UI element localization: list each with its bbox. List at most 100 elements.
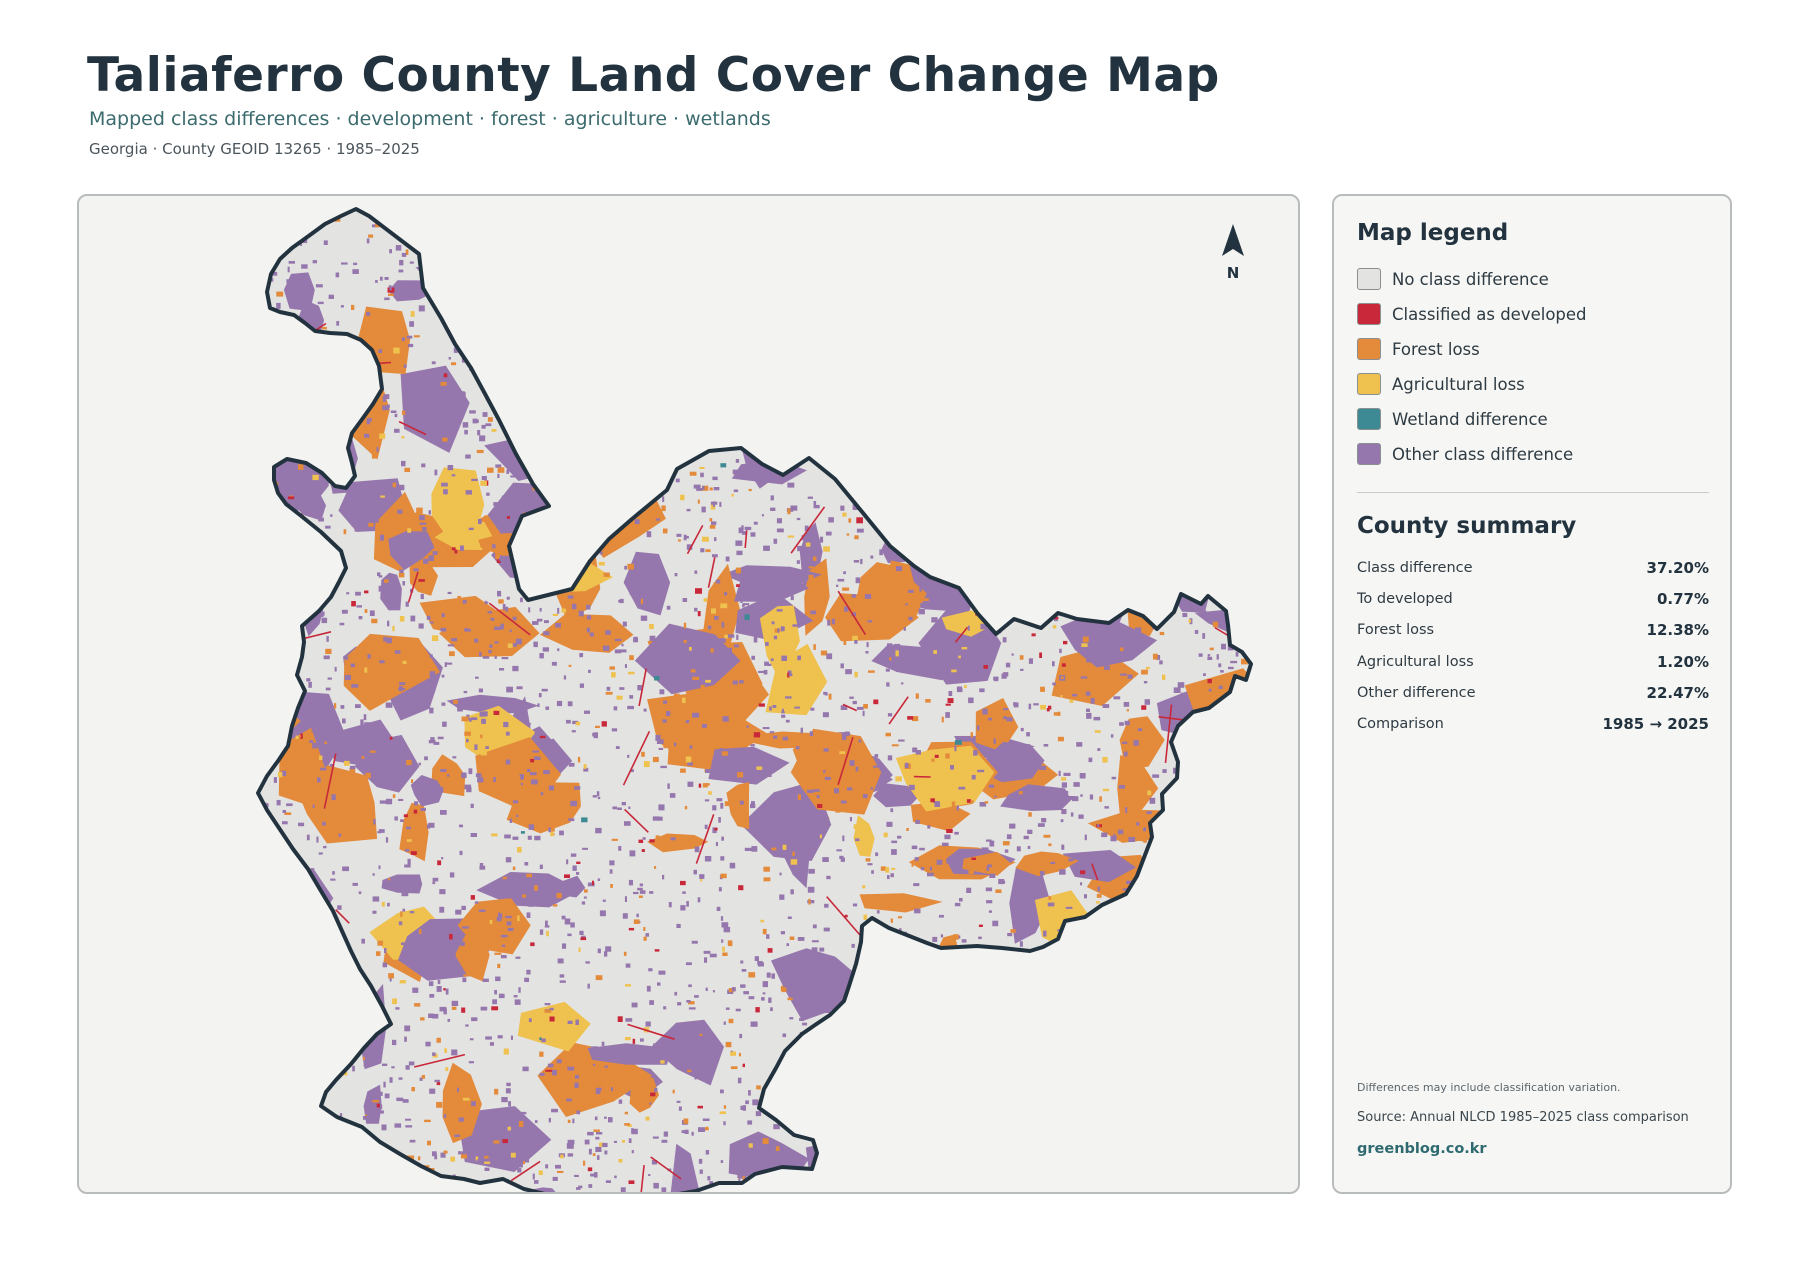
change-pixel (571, 603, 577, 610)
change-pixel (1143, 517, 1147, 521)
change-pixel (1181, 1008, 1187, 1011)
change-pixel (785, 719, 790, 723)
change-pixel (284, 1134, 290, 1137)
change-pixel (972, 359, 978, 364)
summary-label: To developed (1357, 590, 1453, 607)
brand-link[interactable]: greenblog.co.kr (1357, 1141, 1487, 1157)
change-pixel (654, 675, 660, 681)
change-pixel (978, 551, 982, 554)
change-pixel (538, 292, 542, 297)
change-pixel (638, 412, 642, 417)
change-pixel (978, 924, 983, 927)
summary-row: Comparison 1985 → 2025 (1357, 708, 1709, 739)
change-pixel (1077, 961, 1085, 966)
change-pixel (913, 1112, 920, 1116)
change-pixel (286, 1105, 290, 1110)
change-pixel (1002, 445, 1008, 449)
change-pixel (699, 874, 705, 879)
change-pixel (882, 1045, 886, 1049)
change-pixel (511, 778, 518, 783)
change-pixel (812, 231, 819, 237)
change-pixel (1187, 458, 1194, 462)
change-pixel (740, 960, 744, 964)
change-pixel (611, 322, 614, 326)
change-pixel (1120, 673, 1127, 676)
change-pixel (1164, 1128, 1167, 1131)
change-pixel (511, 239, 515, 242)
change-pixel (688, 984, 692, 988)
change-pixel (418, 579, 425, 582)
change-pixel (1123, 702, 1130, 707)
change-pixel (303, 1119, 307, 1122)
change-pixel (292, 1144, 299, 1149)
change-pixel (993, 738, 996, 744)
change-pixel (268, 516, 276, 519)
change-pixel (1134, 398, 1141, 404)
change-pixel (556, 1170, 564, 1173)
change-pixel (469, 1038, 474, 1041)
change-pixel (713, 582, 718, 585)
developed-streak (744, 530, 748, 548)
change-pixel (608, 368, 613, 371)
change-pixel (1153, 264, 1157, 270)
change-pixel (310, 868, 315, 871)
change-pixel (399, 682, 406, 685)
change-pixel (1129, 429, 1137, 433)
change-pixel (281, 946, 288, 951)
change-pixel (834, 788, 839, 794)
change-pixel (694, 416, 699, 422)
change-pixel (550, 399, 554, 402)
change-pixel (1238, 346, 1245, 352)
change-pixel (1153, 256, 1159, 259)
change-pixel (1212, 923, 1220, 930)
change-pixel (1157, 1093, 1163, 1097)
change-pixel (262, 379, 266, 385)
change-pixel (704, 355, 709, 362)
change-pixel (854, 234, 861, 238)
change-pixel (495, 464, 502, 468)
change-pixel (1128, 357, 1134, 363)
change-pixel (912, 345, 916, 351)
map-panel[interactable] (77, 194, 1300, 1194)
change-pixel (693, 421, 700, 425)
change-pixel (625, 393, 629, 399)
change-pixel (545, 706, 550, 710)
change-pixel (906, 828, 909, 831)
change-pixel (304, 1082, 307, 1088)
change-pixel (319, 356, 325, 361)
change-pixel (507, 643, 513, 648)
change-pixel (1152, 324, 1158, 327)
change-pixel (615, 746, 620, 749)
change-pixel (352, 269, 359, 274)
developed-streak (335, 909, 350, 924)
change-pixel (512, 255, 517, 262)
change-pixel (890, 918, 893, 923)
change-pixel (1142, 507, 1148, 511)
change-pixel (1190, 938, 1194, 943)
change-pixel (284, 422, 292, 427)
change-pixel (506, 686, 513, 693)
change-pixel (494, 989, 497, 995)
change-pixel (289, 363, 296, 368)
change-pixel (586, 644, 590, 648)
change-pixel (689, 383, 694, 387)
change-pixel (753, 636, 758, 643)
change-pixel (405, 1065, 410, 1070)
change-pixel (741, 969, 747, 972)
change-pixel (583, 1160, 586, 1166)
change-pixel (697, 1105, 703, 1109)
change-pixel (957, 993, 960, 999)
change-pixel (1195, 331, 1200, 336)
change-pixel (485, 423, 492, 427)
change-pixel (1003, 716, 1007, 720)
change-pixel (263, 986, 267, 989)
change-pixel (1198, 235, 1206, 238)
county-map[interactable] (79, 196, 1300, 1194)
change-pixel (1038, 889, 1041, 892)
change-pixel (1172, 292, 1175, 298)
change-pixel (562, 268, 568, 271)
change-pixel (1082, 317, 1087, 321)
change-patch (258, 535, 302, 617)
change-pixel (954, 831, 959, 835)
change-pixel (306, 712, 310, 717)
